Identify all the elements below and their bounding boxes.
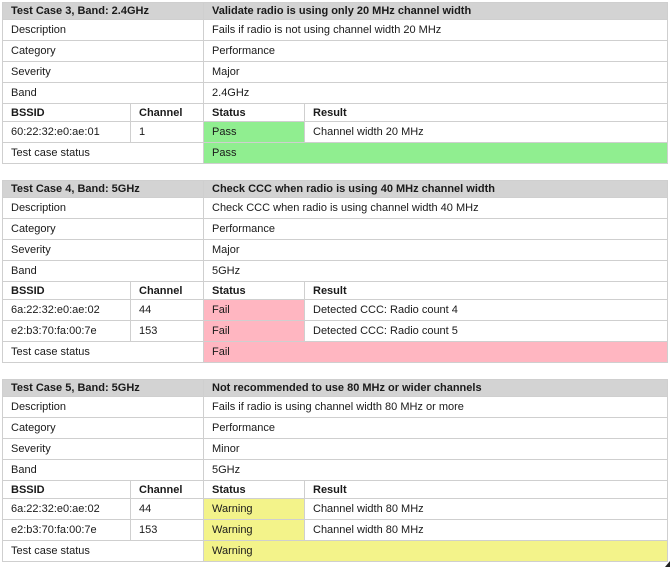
field-label-band: Band — [1, 82, 205, 104]
field-value-description: Fails if radio is using channel width 80… — [203, 396, 668, 418]
field-label-category: Category — [2, 218, 204, 240]
field-value-category: Performance — [203, 40, 668, 62]
status-summary-row: Test case status Warning — [2, 540, 668, 562]
table-header-row: Test Case 5, Band: 5GHz Not recommended … — [2, 379, 668, 397]
status-row-label: Test case status — [2, 341, 204, 363]
status-summary-row: Test case status Fail — [2, 341, 668, 363]
test-case-4-table: Test Case 4, Band: 5GHz Check CCC when r… — [2, 180, 668, 363]
table-row: 6a:22:32:e0:ae:02 44 Fail Detected CCC: … — [2, 299, 668, 321]
bssid-cell: e2:b3:70:fa:00:7e — [2, 519, 131, 541]
column-header-status: Status — [203, 281, 305, 300]
channel-cell: 1 — [129, 121, 205, 143]
channel-cell: 153 — [130, 320, 204, 342]
field-value-category: Performance — [203, 417, 668, 439]
field-value-severity: Major — [203, 61, 668, 83]
field-row: Category Performance — [2, 417, 668, 439]
column-header-bssid: BSSID — [2, 480, 131, 499]
field-value-severity: Minor — [203, 438, 668, 460]
table-header-row: Test Case 3, Band: 2.4GHz Validate radio… — [1, 2, 668, 20]
field-row: Band 5GHz — [2, 459, 668, 481]
test-case-header-label: Test Case 3, Band: 2.4GHz — [1, 2, 205, 20]
field-label-band: Band — [2, 260, 204, 282]
field-label-severity: Severity — [1, 61, 205, 83]
field-label-severity: Severity — [2, 239, 204, 261]
test-case-title: Check CCC when radio is using 40 MHz cha… — [203, 180, 668, 198]
column-header-channel: Channel — [129, 103, 205, 122]
mouse-cursor-artifact — [665, 561, 670, 567]
field-label-category: Category — [1, 40, 205, 62]
status-row-value: Warning — [203, 540, 668, 562]
table-header-row: Test Case 4, Band: 5GHz Check CCC when r… — [2, 180, 668, 198]
field-value-severity: Major — [203, 239, 668, 261]
field-row: Band 5GHz — [2, 260, 668, 282]
bssid-cell: 6a:22:32:e0:ae:02 — [2, 299, 131, 321]
column-header-status: Status — [203, 103, 306, 122]
bssid-cell: e2:b3:70:fa:00:7e — [2, 320, 131, 342]
bssid-cell: 6a:22:32:e0:ae:02 — [2, 498, 131, 520]
field-value-description: Fails if radio is not using channel widt… — [203, 19, 668, 41]
field-row: Severity Major — [1, 61, 668, 83]
column-header-channel: Channel — [130, 480, 204, 499]
table-row: 60:22:32:e0:ae:01 1 Pass Channel width 2… — [2, 121, 668, 143]
status-cell: Pass — [203, 121, 306, 143]
channel-cell: 153 — [130, 519, 204, 541]
test-case-header-label: Test Case 5, Band: 5GHz — [2, 379, 204, 397]
result-cell: Detected CCC: Radio count 5 — [304, 320, 668, 342]
field-label-description: Description — [2, 197, 204, 219]
field-row: Category Performance — [2, 218, 668, 240]
status-row-label: Test case status — [2, 540, 204, 562]
field-row: Description Fails if radio is not using … — [1, 19, 668, 41]
result-cell: Channel width 20 MHz — [304, 121, 668, 143]
result-cell: Channel width 80 MHz — [304, 498, 668, 520]
field-row: Severity Minor — [2, 438, 668, 460]
column-header-row: BSSID Channel Status Result — [2, 480, 668, 499]
field-row: Description Fails if radio is using chan… — [2, 396, 668, 418]
channel-cell: 44 — [130, 498, 204, 520]
field-value-band: 2.4GHz — [203, 82, 668, 104]
status-cell: Fail — [203, 320, 305, 342]
test-case-3-table: Test Case 3, Band: 2.4GHz Validate radio… — [1, 2, 668, 164]
column-header-row: BSSID Channel Status Result — [2, 103, 668, 122]
status-row-value: Fail — [203, 341, 668, 363]
status-cell: Warning — [203, 498, 305, 520]
field-value-band: 5GHz — [203, 260, 668, 282]
field-row: Description Check CCC when radio is usin… — [2, 197, 668, 219]
table-row: e2:b3:70:fa:00:7e 153 Warning Channel wi… — [2, 519, 668, 541]
status-summary-row: Test case status Pass — [1, 142, 668, 164]
column-header-result: Result — [304, 103, 668, 122]
test-case-5-table: Test Case 5, Band: 5GHz Not recommended … — [2, 379, 668, 562]
field-value-band: 5GHz — [203, 459, 668, 481]
column-header-status: Status — [203, 480, 305, 499]
field-label-description: Description — [2, 396, 204, 418]
status-row-label: Test case status — [1, 142, 205, 164]
field-label-category: Category — [2, 417, 204, 439]
column-header-bssid: BSSID — [2, 103, 131, 122]
column-header-channel: Channel — [130, 281, 204, 300]
field-row: Category Performance — [1, 40, 668, 62]
field-label-severity: Severity — [2, 438, 204, 460]
field-label-description: Description — [1, 19, 205, 41]
result-cell: Channel width 80 MHz — [304, 519, 668, 541]
table-row: 6a:22:32:e0:ae:02 44 Warning Channel wid… — [2, 498, 668, 520]
field-value-description: Check CCC when radio is using channel wi… — [203, 197, 668, 219]
status-cell: Fail — [203, 299, 305, 321]
field-row: Band 2.4GHz — [1, 82, 668, 104]
field-value-category: Performance — [203, 218, 668, 240]
channel-cell: 44 — [130, 299, 204, 321]
field-row: Severity Major — [2, 239, 668, 261]
field-label-band: Band — [2, 459, 204, 481]
test-case-header-label: Test Case 4, Band: 5GHz — [2, 180, 204, 198]
column-header-result: Result — [304, 281, 668, 300]
column-header-bssid: BSSID — [2, 281, 131, 300]
column-header-result: Result — [304, 480, 668, 499]
result-cell: Detected CCC: Radio count 4 — [304, 299, 668, 321]
status-row-value: Pass — [203, 142, 668, 164]
table-row: e2:b3:70:fa:00:7e 153 Fail Detected CCC:… — [2, 320, 668, 342]
test-case-title: Validate radio is using only 20 MHz chan… — [203, 2, 668, 20]
test-case-title: Not recommended to use 80 MHz or wider c… — [203, 379, 668, 397]
column-header-row: BSSID Channel Status Result — [2, 281, 668, 300]
bssid-cell: 60:22:32:e0:ae:01 — [2, 121, 131, 143]
status-cell: Warning — [203, 519, 305, 541]
